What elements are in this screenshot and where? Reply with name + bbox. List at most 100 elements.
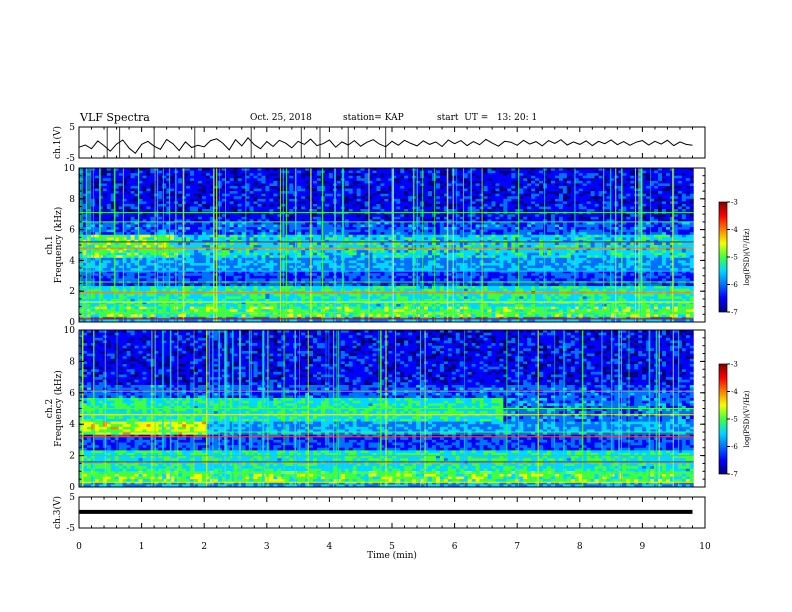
spectrogram-cell	[186, 199, 190, 202]
spectrogram-cell	[436, 237, 440, 240]
spectrogram-cell	[384, 194, 388, 197]
spectrogram-cell	[127, 232, 131, 235]
spectrogram-cell	[250, 207, 254, 210]
spectrogram-cell	[523, 230, 527, 233]
spectrogram-cell	[277, 194, 281, 197]
spectrogram-cell	[289, 227, 293, 230]
spectrogram-cell	[678, 235, 682, 238]
spectrogram-cell	[674, 237, 678, 240]
spectrogram-cell	[491, 191, 495, 194]
spectrogram-cell	[484, 237, 488, 240]
spectrogram-cell	[440, 173, 444, 176]
spectrogram-cell	[301, 217, 305, 220]
spectrogram-cell	[234, 224, 238, 227]
spectrogram-cell	[408, 217, 412, 220]
spectrogram-cell	[678, 204, 682, 207]
spectrogram-cell	[495, 194, 499, 197]
spectrogram-cell	[626, 178, 630, 181]
spectrogram-cell	[91, 214, 95, 217]
spectrogram-cell	[472, 224, 476, 227]
spectrogram-cell	[547, 224, 551, 227]
spectrogram-cell	[408, 235, 412, 238]
spectrogram-cell	[329, 194, 333, 197]
spectrogram-cell	[372, 217, 376, 220]
spectrogram-cell	[503, 173, 507, 176]
spectrogram-cell	[146, 178, 150, 181]
spectrogram-cell	[539, 176, 543, 179]
spectrogram-cell	[606, 217, 610, 220]
spectrogram-cell	[523, 183, 527, 186]
spectrogram-cell	[337, 201, 341, 204]
spectrogram-cell	[630, 235, 634, 238]
spectrogram-cell	[551, 191, 555, 194]
spectrogram-cell	[606, 224, 610, 227]
spectrogram-cell	[238, 181, 242, 184]
spectrogram-cell	[404, 201, 408, 204]
spectrogram-cell	[269, 173, 273, 176]
spectrogram-cell	[523, 173, 527, 176]
spectrogram-cell	[285, 178, 289, 181]
spectrogram-cell	[337, 186, 341, 189]
spectrogram-cell	[567, 207, 571, 210]
spectrogram-cell	[404, 176, 408, 179]
spectrogram-cell	[325, 189, 329, 192]
spectrogram-cell	[380, 196, 384, 199]
spectrogram-cell	[666, 178, 670, 181]
spectrogram-cell	[190, 176, 194, 179]
spectrogram-cell	[488, 204, 492, 207]
spectrogram-cell	[400, 224, 404, 227]
spectrogram-cell	[285, 204, 289, 207]
spectrogram-cell	[543, 217, 547, 220]
spectrogram-cell	[353, 181, 357, 184]
spectrogram-cell	[456, 227, 460, 230]
spectrogram-cell	[404, 217, 408, 220]
spectrogram-cell	[527, 183, 531, 186]
spectrogram-cell	[563, 189, 567, 192]
spectrogram-cell	[384, 191, 388, 194]
spectrogram-cell	[436, 207, 440, 210]
spectrogram-cell	[686, 194, 690, 197]
spectrogram-cell	[238, 189, 242, 192]
spectrogram-cell	[511, 183, 515, 186]
spectrogram-cell	[396, 196, 400, 199]
spectrogram-cell	[436, 181, 440, 184]
spectrogram-cell	[107, 178, 111, 181]
spectrogram-cell	[440, 176, 444, 179]
spectrogram-cell	[428, 181, 432, 184]
spectrogram-cell	[495, 214, 499, 217]
spectrogram-cell	[361, 235, 365, 238]
spectrogram-cell	[559, 214, 563, 217]
spectrogram-cell	[198, 204, 202, 207]
spectrogram-cell	[587, 242, 591, 245]
spectrogram-cell	[376, 183, 380, 186]
spectrogram-cell	[630, 230, 634, 233]
spectrogram-cell	[202, 242, 206, 245]
spectrogram-cell	[372, 189, 376, 192]
spectrogram-cell	[313, 201, 317, 204]
spectrogram-cell	[535, 176, 539, 179]
spectrogram-cell	[599, 186, 603, 189]
spectrogram-cell	[587, 176, 591, 179]
spectrogram-cell	[662, 227, 666, 230]
spectrogram-cell	[614, 209, 618, 212]
spectrogram-cell	[559, 237, 563, 240]
spectrogram-cell	[690, 230, 694, 233]
spectrogram-cell	[361, 227, 365, 230]
spectrogram-cell	[305, 245, 309, 248]
spectrogram-cell	[436, 173, 440, 176]
spectrogram-cell	[376, 230, 380, 233]
spectrogram-cell	[452, 176, 456, 179]
spectrogram-cell	[654, 199, 658, 202]
spectrogram-cell	[599, 173, 603, 176]
spectrogram-cell	[539, 209, 543, 212]
spectrogram-cell	[131, 214, 135, 217]
spectrogram-cell	[127, 209, 131, 212]
spectrogram-cell	[539, 199, 543, 202]
spectrogram-cell	[599, 189, 603, 192]
spectrogram-cell	[365, 189, 369, 192]
spectrogram-cell	[551, 204, 555, 207]
spectrogram-cell	[682, 214, 686, 217]
spectrogram-cell	[186, 227, 190, 230]
spectrogram-cell	[234, 199, 238, 202]
spectrogram-cell	[226, 230, 230, 233]
